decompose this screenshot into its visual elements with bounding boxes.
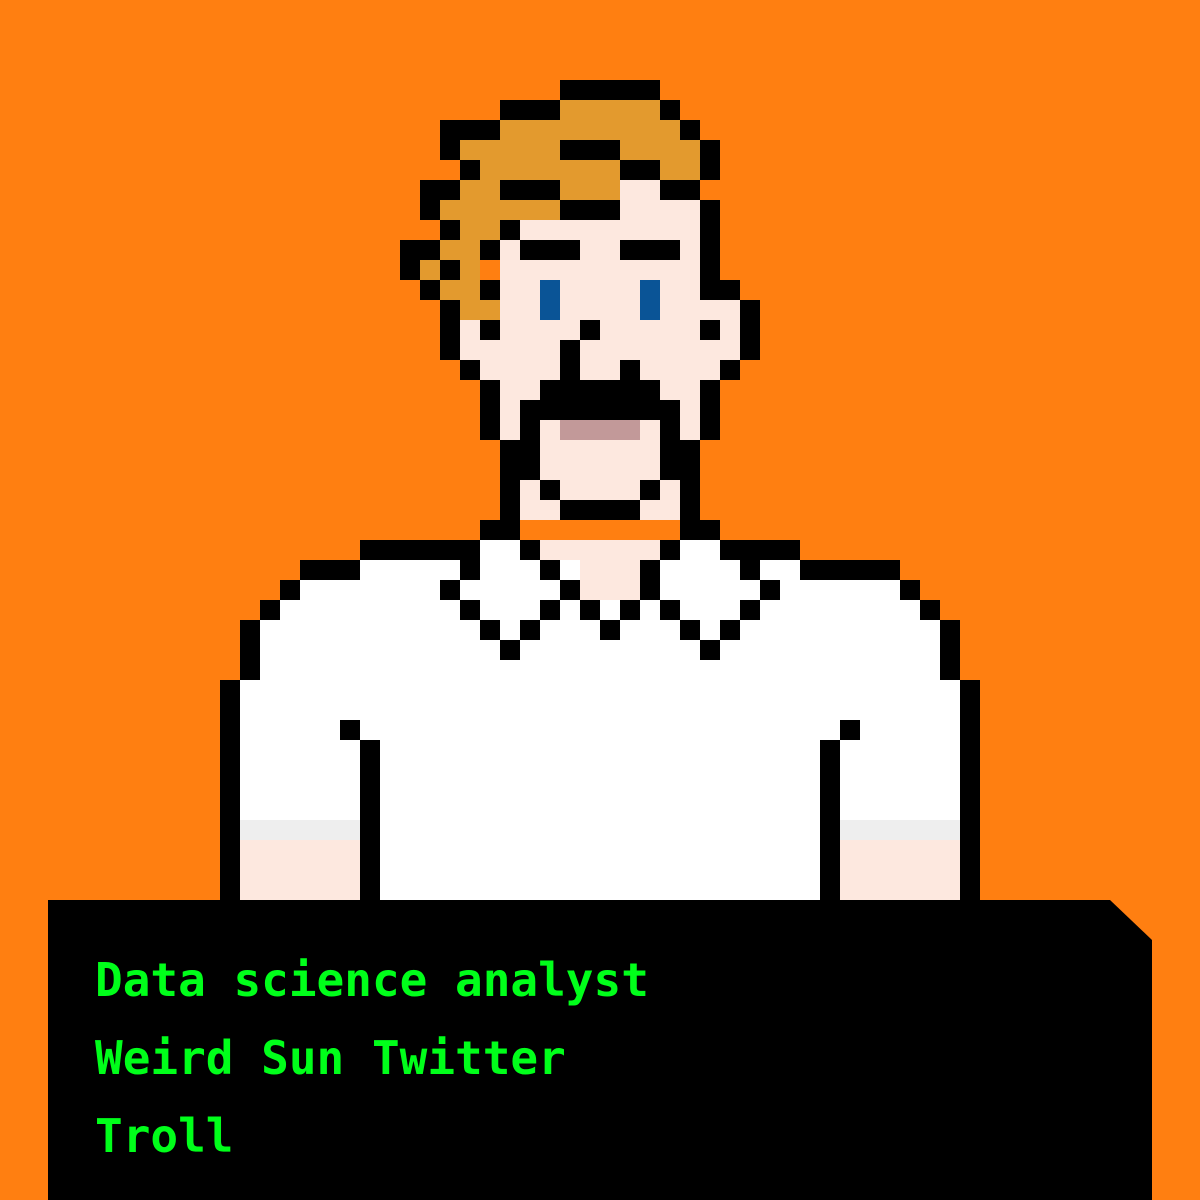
avatar-neck bbox=[520, 540, 680, 600]
caption-line-role: Troll bbox=[95, 1109, 234, 1163]
avatar-mouth bbox=[560, 420, 640, 440]
avatar-mustache bbox=[520, 380, 680, 440]
avatar-eyes bbox=[540, 280, 660, 320]
caption-panel: Data science analyst Weird Sun Twitter T… bbox=[48, 900, 1152, 1200]
avatar-eyebrows bbox=[520, 240, 680, 260]
avatar-nose bbox=[560, 320, 640, 380]
caption-line-job: Data science analyst bbox=[95, 953, 649, 1007]
avatar-shirt bbox=[220, 540, 980, 900]
avatar-hair bbox=[400, 80, 720, 320]
avatar-collar bbox=[440, 560, 780, 660]
caption-line-community: Weird Sun Twitter bbox=[95, 1031, 566, 1085]
